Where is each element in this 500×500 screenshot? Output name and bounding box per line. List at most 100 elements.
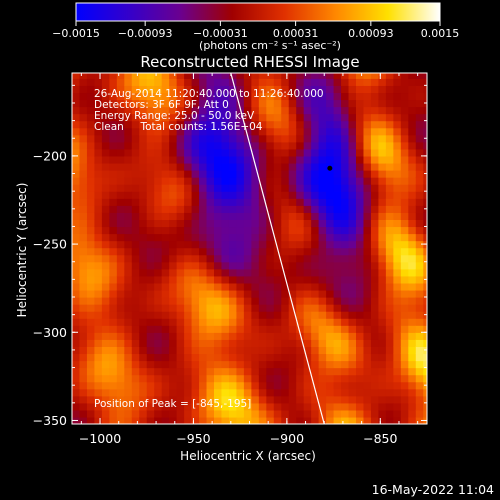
heatmap-pixel (423, 219, 427, 228)
heatmap-pixel (214, 388, 223, 397)
heatmap-pixel (169, 325, 178, 333)
heatmap-pixel (214, 120, 223, 129)
heatmap-pixel (266, 78, 275, 86)
heatmap-pixel (72, 353, 81, 362)
heatmap-pixel (101, 85, 110, 94)
heatmap-pixel (385, 205, 394, 213)
heatmap-pixel (86, 191, 96, 199)
heatmap-pixel (341, 191, 350, 199)
heatmap-pixel (199, 282, 208, 291)
heatmap-pixel (341, 85, 350, 94)
heatmap-pixel (385, 127, 394, 136)
heatmap-pixel (79, 99, 88, 108)
heatmap-pixel (176, 240, 185, 249)
heatmap-pixel (214, 113, 223, 122)
heatmap-pixel (176, 297, 185, 305)
heatmap-pixel (199, 155, 208, 164)
heatmap-pixel (191, 268, 200, 277)
heatmap-pixel (116, 289, 125, 298)
heatmap-pixel (161, 409, 170, 418)
heatmap-pixel (348, 240, 357, 249)
heatmap-pixel (72, 311, 81, 319)
heatmap-pixel (94, 141, 103, 150)
heatmap-pixel (228, 367, 238, 376)
heatmap-pixel (79, 141, 88, 150)
heatmap-pixel (385, 92, 394, 101)
heatmap-pixel (94, 92, 103, 101)
heatmap-pixel (101, 374, 110, 383)
heatmap-pixel (236, 268, 245, 277)
heatmap-pixel (116, 311, 125, 319)
heatmap-pixel (169, 339, 178, 347)
heatmap-pixel (86, 388, 96, 397)
heatmap-pixel (370, 402, 380, 411)
heatmap-pixel (139, 353, 148, 362)
heatmap-pixel (199, 92, 208, 101)
heatmap-pixel (79, 127, 88, 136)
heatmap-pixel (318, 381, 327, 390)
heatmap-pixel (356, 360, 365, 369)
heatmap-pixel (79, 148, 88, 157)
heatmap-pixel (303, 106, 312, 115)
heatmap-pixel (243, 289, 252, 298)
heatmap-pixel (303, 92, 312, 101)
heatmap-pixel (176, 205, 185, 213)
heatmap-pixel (393, 282, 402, 291)
heatmap-pixel (318, 275, 327, 284)
heatmap-pixel (251, 85, 260, 94)
heatmap-pixel (296, 282, 305, 291)
heatmap-pixel (101, 268, 110, 277)
heatmap-pixel (318, 388, 327, 397)
heatmap-pixel (221, 184, 230, 192)
heatmap-pixel (124, 388, 133, 397)
heatmap-pixel (251, 78, 260, 86)
heatmap-pixel (281, 332, 290, 340)
heatmap-pixel (281, 148, 290, 157)
heatmap-pixel (221, 282, 230, 291)
heatmap-pixel (326, 332, 335, 340)
heatmap-pixel (378, 78, 387, 86)
heatmap-pixel (311, 261, 320, 270)
heatmap-pixel (318, 134, 327, 143)
heatmap-pixel (258, 78, 267, 86)
heatmap-pixel (191, 304, 200, 312)
heatmap-pixel (184, 318, 193, 326)
heatmap-pixel (131, 198, 140, 206)
heatmap-pixel (266, 155, 275, 164)
heatmap-pixel (333, 311, 342, 319)
heatmap-pixel (243, 261, 252, 270)
heatmap-pixel (243, 212, 252, 220)
heatmap-pixel (236, 409, 245, 418)
heatmap-pixel (79, 402, 88, 411)
heatmap-pixel (169, 311, 178, 319)
heatmap-pixel (288, 339, 297, 347)
heatmap-pixel (326, 395, 335, 404)
heatmap-pixel (311, 141, 320, 150)
heatmap-pixel (214, 73, 223, 79)
heatmap-pixel (296, 134, 305, 143)
heatmap-pixel (333, 304, 342, 312)
heatmap-pixel (139, 85, 148, 94)
heatmap-pixel (393, 381, 402, 390)
heatmap-pixel (356, 148, 365, 157)
heatmap-pixel (311, 184, 320, 192)
heatmap-pixel (72, 395, 81, 404)
heatmap-pixel (221, 226, 230, 235)
heatmap-pixel (348, 106, 357, 115)
heatmap-pixel (281, 212, 290, 220)
heatmap-pixel (161, 113, 170, 122)
heatmap-pixel (341, 395, 350, 404)
heatmap-pixel (243, 219, 252, 228)
heatmap-pixel (184, 247, 193, 256)
heatmap-pixel (408, 311, 417, 319)
heatmap-pixel (131, 85, 140, 94)
heatmap-pixel (94, 409, 103, 418)
heatmap-pixel (101, 395, 110, 404)
heatmap-pixel (124, 170, 133, 178)
heatmap-pixel (169, 198, 178, 206)
heatmap-pixel (131, 282, 140, 291)
y-tick-label: −200 (33, 148, 67, 163)
heatmap-pixel (214, 162, 223, 171)
heatmap-pixel (161, 402, 170, 411)
heatmap-pixel (356, 106, 365, 115)
